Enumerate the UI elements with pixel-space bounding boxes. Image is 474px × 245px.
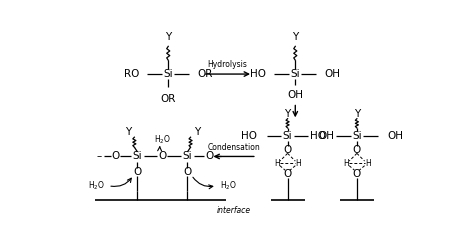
Text: Y: Y: [284, 109, 291, 119]
Text: HO: HO: [310, 131, 326, 141]
Text: O: O: [133, 167, 142, 177]
Text: O: O: [205, 151, 213, 161]
Text: Si: Si: [291, 69, 300, 79]
Text: Y: Y: [125, 127, 131, 137]
Text: OH: OH: [325, 69, 340, 79]
Text: H$_2$O: H$_2$O: [88, 179, 105, 192]
Text: O: O: [112, 151, 120, 161]
Text: O: O: [158, 151, 166, 161]
Text: –: –: [223, 151, 228, 161]
Text: interface: interface: [217, 206, 251, 215]
Text: Condensation: Condensation: [207, 143, 260, 152]
Text: RO: RO: [124, 69, 139, 79]
Text: O: O: [353, 145, 361, 155]
Text: HO: HO: [250, 69, 266, 79]
Text: H: H: [295, 159, 301, 168]
Text: O: O: [183, 167, 191, 177]
Text: Si: Si: [133, 151, 142, 161]
Text: Hydrolysis: Hydrolysis: [208, 60, 247, 69]
Text: H: H: [274, 159, 280, 168]
Text: OR: OR: [198, 69, 213, 79]
Text: O: O: [283, 145, 292, 155]
Text: H: H: [365, 159, 371, 168]
Text: Si: Si: [283, 131, 292, 141]
Text: HO: HO: [241, 131, 257, 141]
Text: OH: OH: [319, 131, 334, 141]
Text: H$_2$O: H$_2$O: [154, 133, 171, 146]
Text: Si: Si: [182, 151, 192, 161]
Text: Si: Si: [352, 131, 362, 141]
Text: OH: OH: [388, 131, 404, 141]
Text: Si: Si: [164, 69, 173, 79]
Text: OR: OR: [161, 94, 176, 104]
Text: Y: Y: [165, 32, 172, 42]
Text: Y: Y: [193, 127, 200, 137]
Text: O: O: [353, 169, 361, 179]
Text: OH: OH: [287, 90, 303, 100]
Text: Y: Y: [354, 109, 360, 119]
Text: H: H: [343, 159, 349, 168]
Text: Y: Y: [292, 32, 299, 42]
Text: O: O: [283, 169, 292, 179]
Text: –: –: [96, 151, 101, 161]
Text: H$_2$O: H$_2$O: [220, 179, 237, 192]
